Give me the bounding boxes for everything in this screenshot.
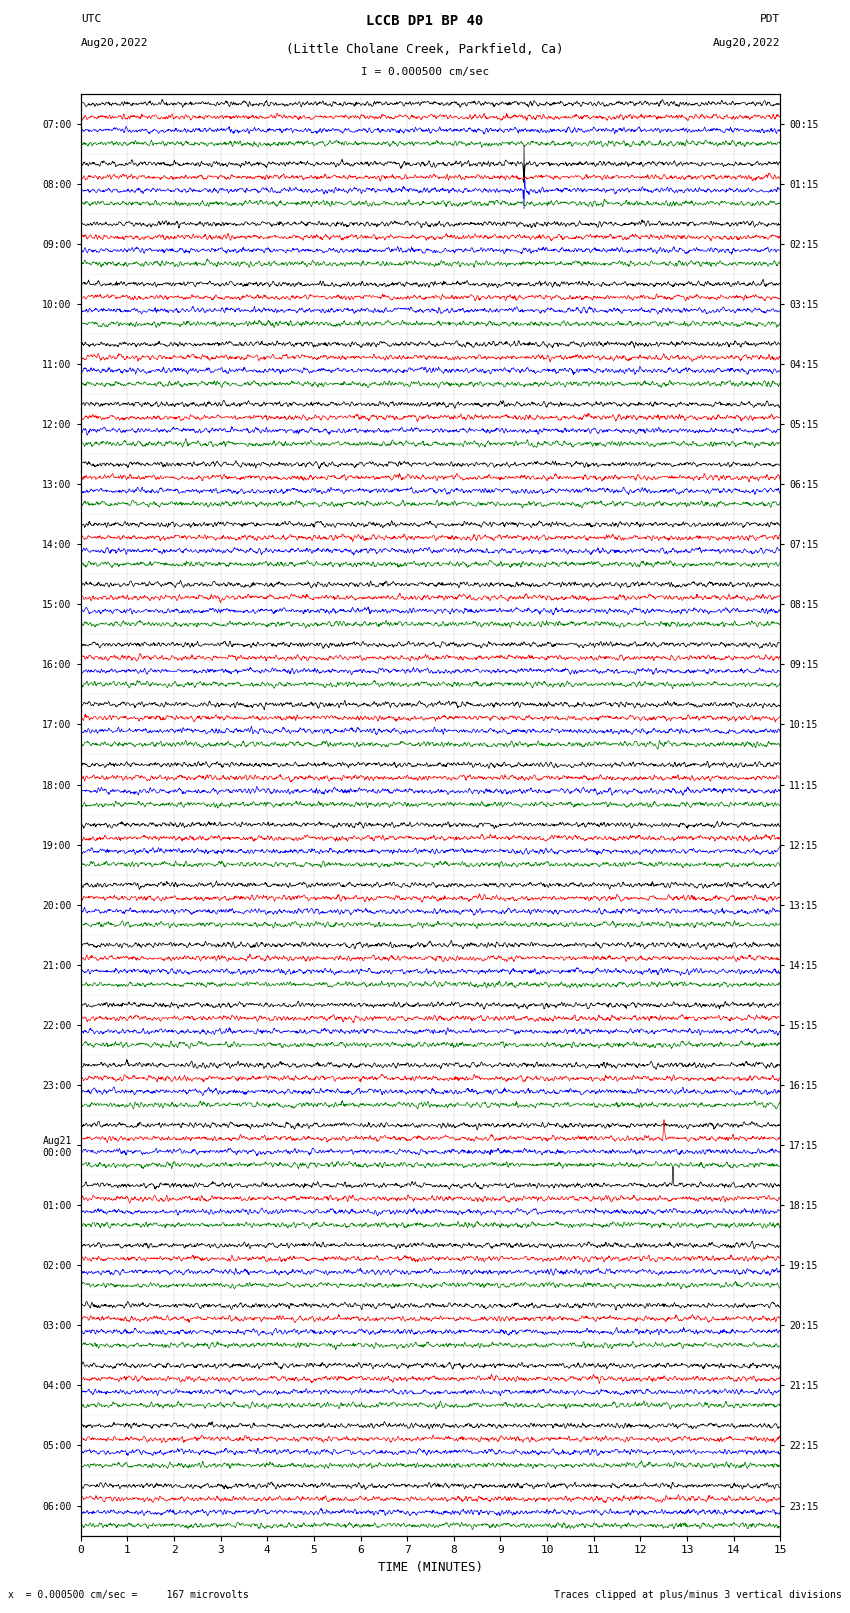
- Text: I = 0.000500 cm/sec: I = 0.000500 cm/sec: [361, 68, 489, 77]
- Text: Aug20,2022: Aug20,2022: [713, 39, 780, 48]
- Text: x  = 0.000500 cm/sec =     167 microvolts: x = 0.000500 cm/sec = 167 microvolts: [8, 1590, 249, 1600]
- Text: (Little Cholane Creek, Parkfield, Ca): (Little Cholane Creek, Parkfield, Ca): [286, 44, 564, 56]
- Text: UTC: UTC: [81, 15, 101, 24]
- X-axis label: TIME (MINUTES): TIME (MINUTES): [378, 1561, 483, 1574]
- Text: LCCB DP1 BP 40: LCCB DP1 BP 40: [366, 15, 484, 27]
- Text: PDT: PDT: [760, 15, 780, 24]
- Text: Traces clipped at plus/minus 3 vertical divisions: Traces clipped at plus/minus 3 vertical …: [553, 1590, 842, 1600]
- Text: Aug20,2022: Aug20,2022: [81, 39, 148, 48]
